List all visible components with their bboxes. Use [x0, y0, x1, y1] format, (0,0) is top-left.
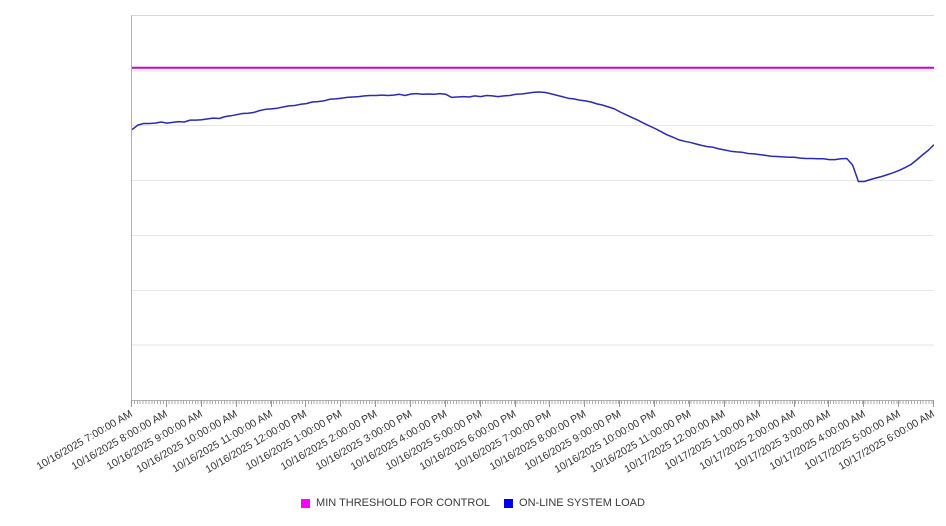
hour-tick — [514, 400, 516, 407]
line-chart-svg — [132, 66, 934, 346]
legend: MIN THRESHOLD FOR CONTROL ON-LINE SYSTEM… — [0, 497, 946, 509]
hour-tick — [305, 400, 307, 407]
legend-item-online-system-load[interactable]: ON-LINE SYSTEM LOAD — [504, 497, 645, 509]
online-system-load-swatch-icon — [504, 498, 514, 508]
hour-tick — [933, 400, 934, 407]
hour-tick — [863, 400, 865, 407]
hour-tick — [479, 400, 481, 407]
hour-tick — [758, 400, 760, 407]
legend-label-min-threshold: MIN THRESHOLD FOR CONTROL — [316, 497, 491, 509]
plot-area — [131, 15, 934, 401]
min-threshold-swatch-icon — [301, 498, 311, 508]
hour-tick — [688, 400, 690, 407]
legend-item-min-threshold[interactable]: MIN THRESHOLD FOR CONTROL — [301, 497, 490, 509]
hour-tick — [410, 400, 411, 407]
legend-label-online-system-load: ON-LINE SYSTEM LOAD — [519, 497, 645, 509]
hour-tick — [654, 400, 655, 407]
hour-tick — [270, 400, 272, 407]
hour-tick — [165, 400, 167, 407]
hour-tick — [131, 400, 132, 407]
hour-tick — [235, 400, 237, 407]
hour-tick — [340, 400, 342, 407]
hour-tick — [375, 400, 377, 407]
online-system-load-line — [132, 91, 934, 183]
hour-tick — [793, 400, 795, 407]
hour-tick — [584, 400, 586, 407]
x-axis-minor-ticks — [131, 400, 934, 404]
hour-tick — [549, 400, 551, 407]
hour-tick — [444, 400, 446, 407]
hour-tick — [828, 400, 830, 407]
hour-tick — [619, 400, 621, 407]
hour-tick — [723, 400, 725, 407]
hour-tick — [898, 400, 900, 407]
hour-tick — [200, 400, 202, 407]
